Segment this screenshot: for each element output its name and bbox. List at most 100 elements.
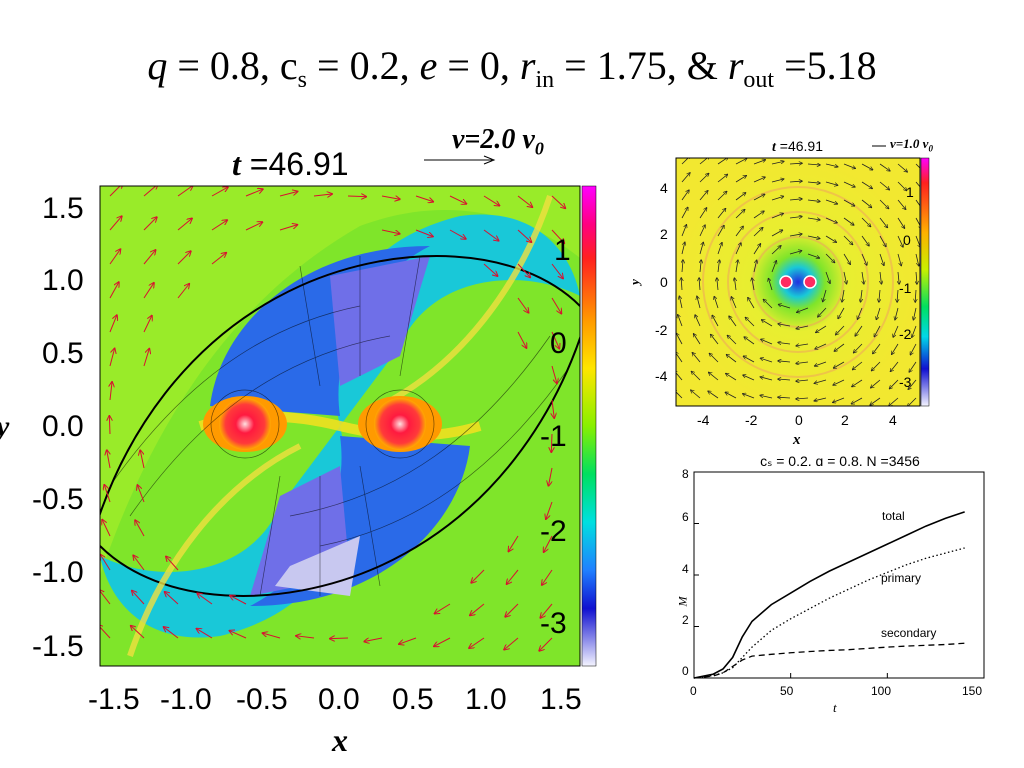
- velocity-arrow: [504, 637, 519, 650]
- velocity-arrow: [110, 382, 112, 401]
- velocity-arrow: [753, 260, 757, 273]
- velocity-arrow: [891, 361, 899, 371]
- velocity-arrow: [132, 591, 145, 605]
- velocity-arrow: [143, 349, 149, 367]
- main-x-tick: 1.5: [540, 683, 582, 716]
- velocity-arrow: [778, 397, 791, 398]
- inset-cbar-tick: 1: [906, 184, 914, 200]
- velocity-arrow: [434, 637, 451, 646]
- velocity-arrow: [823, 289, 827, 302]
- main-cbar-tick: -2: [540, 515, 567, 548]
- velocity-arrow: [908, 397, 917, 406]
- title-rout-symbol: r: [727, 43, 744, 88]
- velocity-arrow: [861, 289, 862, 302]
- velocity-arrow: [760, 395, 773, 399]
- chart-x-tick: 50: [780, 684, 794, 698]
- velocity-arrow: [744, 337, 755, 345]
- velocity-arrow: [177, 284, 189, 299]
- velocity-arrow: [898, 271, 899, 284]
- main-velocity-label: v=2.0 v0: [452, 124, 544, 159]
- inset-cbar-tick: -1: [899, 280, 912, 296]
- inset-cbar-tick: 0: [903, 232, 911, 248]
- velocity-arrow: [879, 289, 880, 302]
- velocity-arrow: [753, 177, 765, 183]
- velocity-arrow: [910, 343, 917, 355]
- chart-x-tick: 100: [871, 684, 892, 698]
- velocity-arrow: [551, 229, 564, 243]
- velocity-arrow: [855, 325, 863, 336]
- velocity-arrow: [694, 334, 701, 345]
- velocity-arrow: [681, 225, 686, 237]
- velocity-arrow: [551, 331, 559, 348]
- velocity-arrow: [778, 361, 791, 362]
- velocity-arrow: [762, 320, 773, 327]
- velocity-arrow: [483, 195, 499, 206]
- velocity-arrow: [890, 379, 899, 389]
- velocity-arrow: [807, 253, 819, 258]
- velocity-arrow: [695, 315, 701, 327]
- velocity-arrow: [834, 361, 845, 368]
- velocity-arrow: [711, 335, 719, 345]
- velocity-arrow: [699, 225, 705, 237]
- velocity-arrow: [728, 336, 737, 345]
- velocity-arrow: [743, 356, 755, 363]
- inset-velocity-label: v=1.0 v0: [890, 136, 933, 154]
- velocity-arrow: [913, 307, 917, 320]
- velocity-arrow: [483, 263, 497, 276]
- velocity-arrow: [718, 260, 719, 273]
- velocity-arrow: [861, 217, 870, 226]
- velocity-arrow: [143, 283, 154, 299]
- velocity-arrow: [263, 633, 281, 639]
- velocity-arrow: [796, 362, 809, 363]
- main-x-tick: 0.0: [318, 683, 360, 716]
- velocity-arrow: [399, 637, 417, 644]
- velocity-arrow: [895, 307, 899, 320]
- velocity-arrow: [691, 390, 701, 399]
- velocity-arrow: [230, 596, 247, 605]
- velocity-arrow: [679, 296, 683, 309]
- velocity-arrow: [915, 217, 920, 229]
- velocity-arrow: [872, 361, 881, 371]
- velocity-arrow: [681, 207, 688, 219]
- velocity-arrow: [843, 163, 855, 168]
- velocity-arrow: [133, 555, 145, 571]
- inset-xlabel: x: [793, 432, 801, 448]
- chart-y-tick: 4: [682, 562, 689, 576]
- inset-y-tick: 0: [660, 274, 668, 290]
- velocity-arrow: [873, 343, 881, 354]
- velocity-arrow: [871, 379, 881, 388]
- velocity-arrow: [676, 390, 683, 399]
- velocity-arrow: [415, 229, 433, 237]
- velocity-arrow: [789, 163, 802, 164]
- velocity-arrow: [727, 355, 737, 363]
- velocity-arrow: [551, 263, 563, 278]
- velocity-arrow: [771, 196, 783, 201]
- velocity-arrow: [109, 416, 110, 435]
- velocity-arrow: [692, 372, 701, 381]
- velocity-arrow: [540, 603, 553, 618]
- velocity-arrow: [682, 260, 683, 273]
- title-e-value: = 0,: [437, 43, 520, 88]
- velocity-arrow: [815, 343, 827, 349]
- velocity-arrow: [211, 253, 226, 265]
- velocity-arrow: [509, 535, 519, 551]
- series-label-secondary: secondary: [881, 626, 937, 640]
- velocity-arrow: [699, 278, 700, 291]
- velocity-arrow: [109, 315, 117, 333]
- velocity-arrow: [104, 485, 111, 503]
- velocity-arrow: [381, 229, 400, 234]
- velocity-arrow: [796, 380, 809, 381]
- title-q-symbol: q: [147, 43, 168, 88]
- velocity-arrow: [699, 174, 709, 183]
- velocity-arrow: [729, 316, 737, 327]
- velocity-arrow: [131, 626, 145, 639]
- velocity-arrow: [676, 333, 683, 345]
- inset-y-tick: -2: [655, 322, 668, 338]
- chart-y-tick: 6: [682, 510, 689, 524]
- velocity-arrow: [843, 199, 854, 206]
- velocity-arrow: [330, 638, 349, 639]
- inset-x-tick: -4: [697, 412, 710, 428]
- velocity-arrow: [879, 181, 889, 190]
- velocity-arrow: [748, 298, 755, 309]
- main-cbar-tick: -1: [540, 420, 567, 453]
